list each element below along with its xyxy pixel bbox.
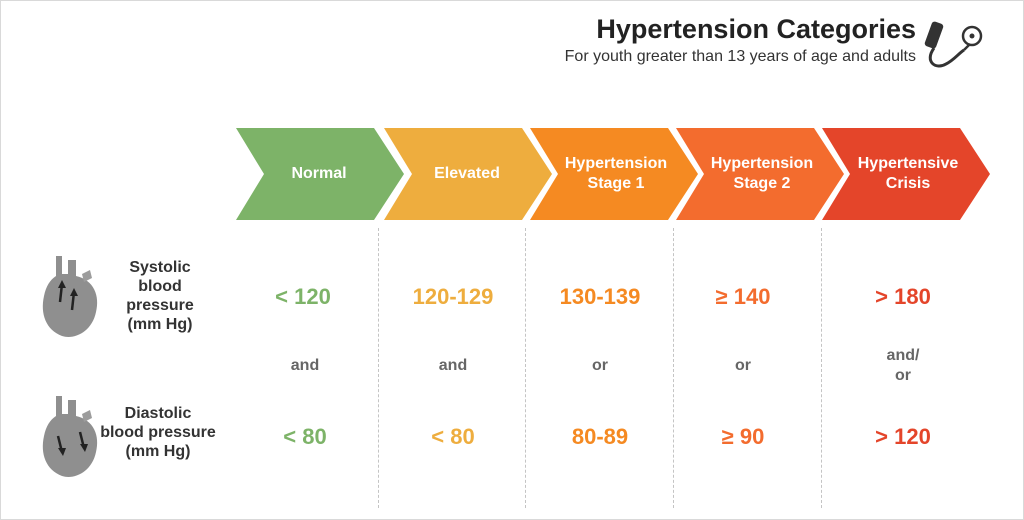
diastolic-value-stage-2: ≥ 90 xyxy=(721,424,765,449)
chevron-shape xyxy=(236,128,404,220)
heart-icon xyxy=(42,396,98,477)
page-subtitle: For youth greater than 13 years of age a… xyxy=(564,48,916,65)
category-label-stage-2: Hypertension Stage 2 xyxy=(710,155,814,192)
connector-elevated: and xyxy=(438,357,468,374)
diastolic-value-crisis: > 120 xyxy=(875,424,931,449)
category-label-elevated: Elevated xyxy=(434,165,500,182)
chevron-stage-1: Hypertension Stage 1 xyxy=(530,128,698,220)
category-label-stage-1: Hypertension Stage 1 xyxy=(564,155,668,192)
systolic-value-elevated: 120-129 xyxy=(412,284,494,309)
systolic-value-stage-1: 130-139 xyxy=(559,284,641,309)
chevron-shape xyxy=(822,128,990,220)
systolic-value-stage-2: ≥ 140 xyxy=(715,284,771,309)
chevron-shape xyxy=(530,128,698,220)
chevron-shape xyxy=(384,128,552,220)
column-divider xyxy=(673,228,674,508)
category-label-normal: Normal xyxy=(291,165,347,182)
diastolic-label: Diastolic blood pressure (mm Hg) xyxy=(100,405,216,460)
diastolic-value-elevated: < 80 xyxy=(431,424,475,449)
systolic-value-crisis: > 180 xyxy=(875,284,931,309)
connector-crisis: and/ or xyxy=(886,347,920,384)
category-chevrons: Normal Elevated Hypertension Stage 1 Hyp… xyxy=(236,128,996,220)
chevron-normal: Normal xyxy=(236,128,404,220)
systolic-value-normal: < 120 xyxy=(275,284,331,309)
column-divider xyxy=(525,228,526,508)
diastolic-value-normal: < 80 xyxy=(283,424,327,449)
chevron-shape xyxy=(676,128,844,220)
blood-pressure-cuff-icon xyxy=(924,21,983,68)
heart-icon xyxy=(42,256,98,337)
page-title: Hypertension Categories xyxy=(596,14,916,44)
connector-stage-1: or xyxy=(592,357,608,374)
column-divider xyxy=(378,228,379,508)
connector-stage-2: or xyxy=(735,357,751,374)
chevron-stage-2: Hypertension Stage 2 xyxy=(676,128,844,220)
diastolic-value-stage-1: 80-89 xyxy=(571,424,629,449)
connector-normal: and xyxy=(290,357,320,374)
chevron-elevated: Elevated xyxy=(384,128,552,220)
column-divider xyxy=(821,228,822,508)
systolic-label: Systolic blood pressure (mm Hg) xyxy=(126,259,194,333)
category-label-crisis: Hypertensive Crisis xyxy=(857,155,959,192)
chevron-crisis: Hypertensive Crisis xyxy=(822,128,990,220)
